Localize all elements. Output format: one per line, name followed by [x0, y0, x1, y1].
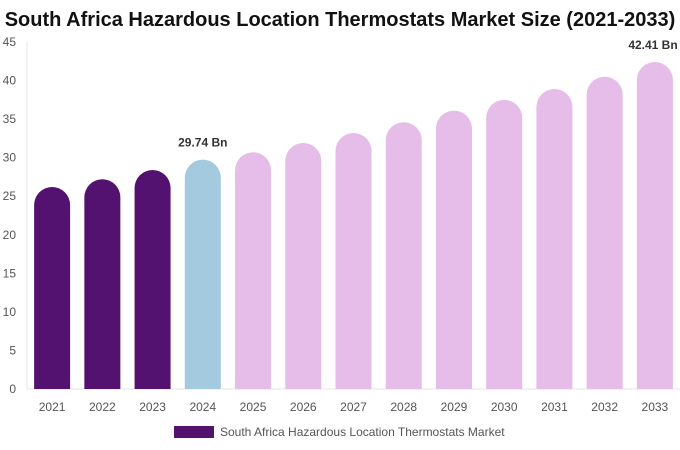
x-tick-label: 2023 — [139, 400, 166, 414]
x-tick-label: 2031 — [541, 400, 568, 414]
y-tick-label: 30 — [3, 151, 17, 165]
data-label: 42.41 Bn — [628, 38, 677, 52]
y-tick-label: 5 — [9, 343, 16, 357]
x-tick-label: 2021 — [39, 400, 66, 414]
x-tick-label: 2032 — [591, 400, 618, 414]
bar-2027 — [335, 132, 372, 390]
legend: South Africa Hazardous Location Thermost… — [174, 425, 505, 439]
bar-2028 — [385, 122, 422, 389]
x-tick-label: 2027 — [340, 400, 367, 414]
y-tick-label: 15 — [3, 266, 17, 280]
x-tick-label: 2025 — [240, 400, 267, 414]
x-tick-label: 2030 — [491, 400, 518, 414]
x-tick-label: 2024 — [189, 400, 216, 414]
y-tick-label: 45 — [3, 35, 17, 49]
bar-2025 — [235, 152, 272, 389]
bar-2021 — [34, 186, 71, 389]
bar-2022 — [84, 179, 121, 389]
bar-2023 — [134, 170, 171, 389]
bar-2030 — [486, 99, 523, 389]
bar-2026 — [285, 143, 322, 389]
y-tick-label: 35 — [3, 112, 17, 126]
y-tick-label: 10 — [3, 305, 17, 319]
x-tick-label: 2029 — [441, 400, 468, 414]
x-tick-label: 2033 — [642, 400, 669, 414]
bar-2031 — [536, 89, 573, 389]
chart-title: South Africa Hazardous Location Thermost… — [4, 9, 676, 31]
bar-2029 — [435, 110, 472, 389]
data-label: 29.74 Bn — [178, 136, 227, 150]
y-tick-label: 0 — [9, 382, 16, 396]
x-tick-label: 2022 — [89, 400, 116, 414]
y-tick-label: 25 — [3, 189, 17, 203]
bar-2032 — [586, 76, 623, 389]
y-tick-label: 40 — [3, 74, 17, 88]
bar-2033 — [636, 61, 673, 390]
bar-2024 — [184, 159, 221, 389]
legend-swatch — [174, 426, 214, 438]
x-tick-label: 2028 — [390, 400, 417, 414]
legend-label: South Africa Hazardous Location Thermost… — [220, 425, 505, 439]
y-tick-label: 20 — [3, 228, 17, 242]
x-tick-label: 2026 — [290, 400, 317, 414]
